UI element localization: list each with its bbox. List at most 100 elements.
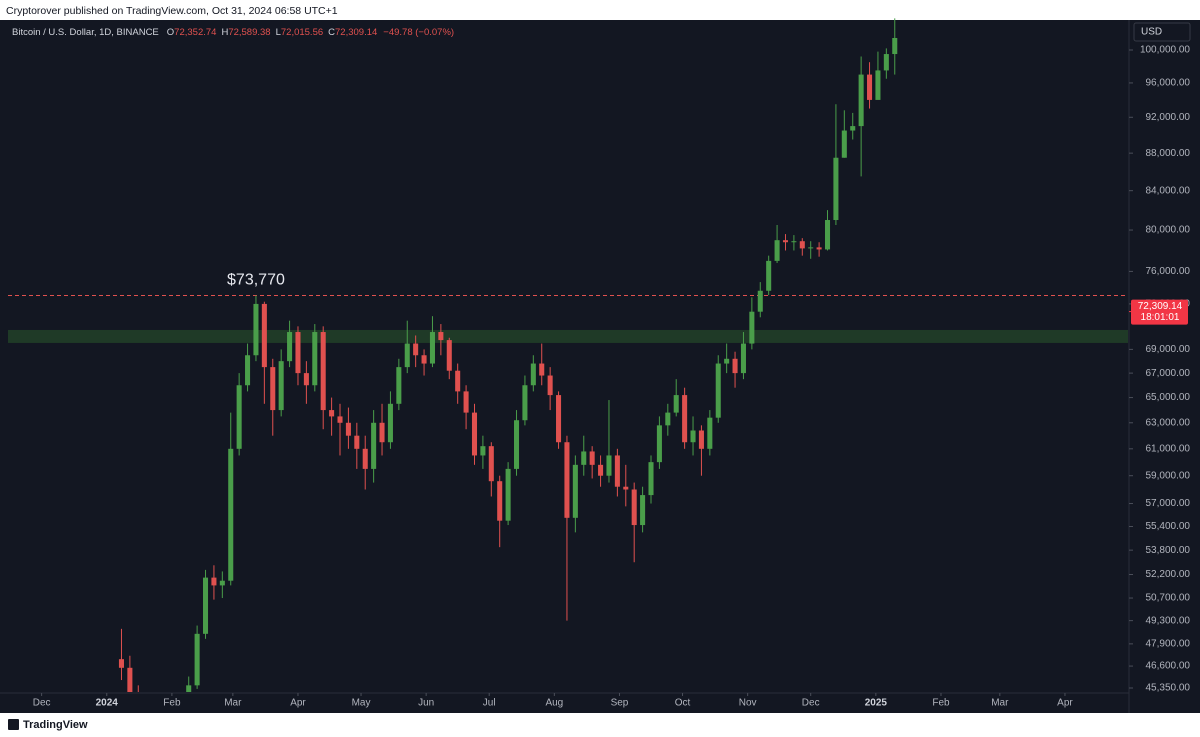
candle-body [539,363,545,376]
x-tick-label: Oct [675,698,691,709]
symbol-legend: Bitcoin / U.S. Dollar, 1D, BINANCE O72,35… [12,27,454,38]
legend-key: O [167,27,174,38]
candle-body [892,37,898,55]
candle-body [236,385,242,449]
candle-body [379,422,385,443]
legend-key: C [328,27,335,38]
candle-body [614,455,620,487]
candle-body [867,74,873,100]
y-tick-label: 69,000.00 [1146,344,1191,355]
candle-body [278,361,284,411]
candle-body [883,54,889,71]
y-tick-label: 63,000.00 [1146,417,1191,428]
candle-body [513,420,520,469]
x-tick-label: Aug [545,698,563,709]
candle-body [387,403,393,443]
candle-body [816,247,822,250]
candle-body [362,448,368,469]
chart-background [0,20,1200,713]
candle-body [715,363,721,418]
x-tick-label: Sep [611,698,629,709]
candle-body [329,410,335,417]
candle-body [396,367,402,404]
y-tick-label: 49,300.00 [1146,615,1191,626]
candle-body [421,355,427,364]
candle-body [732,358,738,374]
y-tick-label: 53,800.00 [1146,545,1191,556]
candle-body [118,659,124,668]
legend-key: H [221,27,228,38]
y-tick-label: 52,200.00 [1146,569,1191,580]
candle-body [194,633,200,686]
y-tick-label: 84,000.00 [1146,185,1191,196]
candle-body [656,425,662,463]
candle-body [127,667,133,692]
legend-change: −49.78 (−0.07%) [383,27,454,38]
candle-body [228,448,234,581]
candle-body [488,446,494,482]
candle-body [312,332,318,386]
countdown: 18:01:01 [1141,312,1180,323]
candle-body [320,332,326,411]
currency: USD [1141,27,1162,38]
y-tick-label: 67,000.00 [1146,368,1191,379]
x-tick-label: Dec [802,698,820,709]
candle-body [261,303,267,368]
publisher: Cryptorover published on TradingView.com… [6,5,338,17]
last-price-box [1131,299,1188,325]
candle-body [446,340,452,371]
y-tick-label: 92,000.00 [1146,112,1191,123]
candle-body [211,577,217,586]
symbol: Bitcoin / U.S. Dollar, 1D, BINANCE [12,27,159,38]
candle-body [303,373,309,386]
candle-body [631,489,637,526]
candle-body [572,464,578,518]
candle-body [522,385,528,421]
candle-body [186,685,192,692]
last-price-label: 72,309.14 [1138,301,1183,312]
candle-body [841,130,847,158]
y-tick-label: 100,000.00 [1140,45,1190,56]
candle-body [707,417,713,449]
candle-body [337,416,343,423]
candle-body [429,332,435,364]
candle-body [673,395,679,413]
x-tick-label: Jun [418,698,434,709]
candle-body [766,260,772,291]
candle-body [791,241,797,243]
y-tick-label: 88,000.00 [1146,148,1191,159]
x-tick-label: May [352,698,371,709]
candle-body [413,343,419,356]
y-tick-label: 45,350.00 [1146,683,1191,694]
candle-body [724,358,730,364]
y-tick-label: 50,700.00 [1146,593,1191,604]
currency-box[interactable] [1133,22,1191,42]
legend-value: 72,309.14 [335,27,377,38]
brand: TradingView [23,719,88,731]
candle-body [640,495,646,526]
candle-body [471,412,478,456]
candle-body [480,446,486,456]
plot-area [8,18,1128,692]
candle-body [581,451,587,465]
support-zone [8,329,1128,343]
y-tick-label: 65,000.00 [1146,392,1191,403]
candle-body [598,464,604,476]
x-tick-label: Dec [33,698,51,709]
candle-body [497,481,503,521]
y-tick-label: 61,000.00 [1146,443,1191,454]
x-tick-label: Nov [739,698,757,709]
x-tick-label: Mar [991,698,1009,709]
candle-body [648,462,654,496]
y-tick-label: 80,000.00 [1146,225,1191,236]
legend-key: L [276,27,281,38]
y-tick-label: 47,900.00 [1146,639,1191,650]
x-tick-label: Apr [1057,698,1073,709]
candle-body [799,241,805,249]
candle-body [757,290,763,312]
candle-body [505,468,511,521]
candle-body [253,303,259,356]
candle-body [547,375,553,396]
